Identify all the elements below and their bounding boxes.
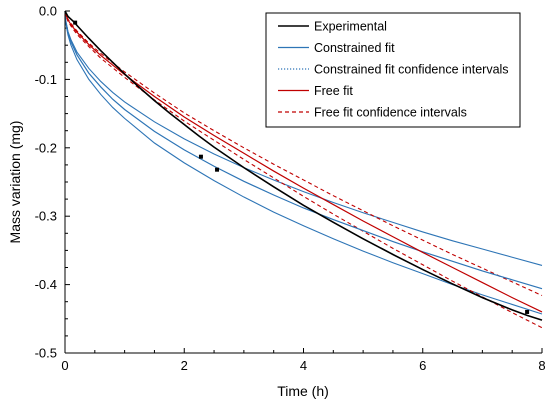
legend-label: Free fit <box>314 84 353 98</box>
axis-layer <box>64 11 542 354</box>
x-tick-label: 2 <box>181 358 188 373</box>
series-line-free-fit <box>64 10 543 313</box>
experimental-marker <box>198 154 203 159</box>
series-line-experimental <box>64 10 543 321</box>
marker-layer <box>73 20 530 314</box>
y-axis-label: Mass variation (mg) <box>7 121 23 244</box>
confidence-band-layer <box>64 10 543 329</box>
experimental-marker <box>215 167 220 172</box>
legend-label: Constrained fit confidence intervals <box>314 63 509 77</box>
x-tick-label: 8 <box>538 358 545 373</box>
tick-layer: 0 2 4 6 8 0.0 -0.1 -0.2 -0.3 -0.4 -0.5 <box>35 4 546 374</box>
confidence-interval-line <box>64 10 543 329</box>
x-axis-label: Time (h) <box>277 383 329 399</box>
y-tick-label: 0.0 <box>39 4 57 19</box>
series-layer <box>64 10 543 321</box>
x-tick-label: 6 <box>419 358 426 373</box>
legend-label: Constrained fit <box>314 41 395 55</box>
legend-label: Experimental <box>314 20 387 34</box>
y-tick-label: -0.5 <box>35 346 57 361</box>
experimental-marker <box>525 309 530 314</box>
y-tick-label: -0.4 <box>35 277 57 292</box>
series-line-constrained-fit <box>64 10 543 290</box>
y-tick-label: -0.2 <box>35 140 57 155</box>
x-tick-label: 0 <box>61 358 68 373</box>
legend-box <box>265 12 521 128</box>
y-tick-label: -0.3 <box>35 209 57 224</box>
confidence-interval-line <box>64 10 543 266</box>
y-tick-label: -0.1 <box>35 72 57 87</box>
legend: Experimental Constrained fit Constrained f… <box>265 12 521 128</box>
confidence-interval-line <box>64 10 543 315</box>
legend-label: Free fit confidence intervals <box>314 106 467 120</box>
experimental-marker <box>73 20 78 25</box>
x-tick-label: 4 <box>300 358 307 373</box>
